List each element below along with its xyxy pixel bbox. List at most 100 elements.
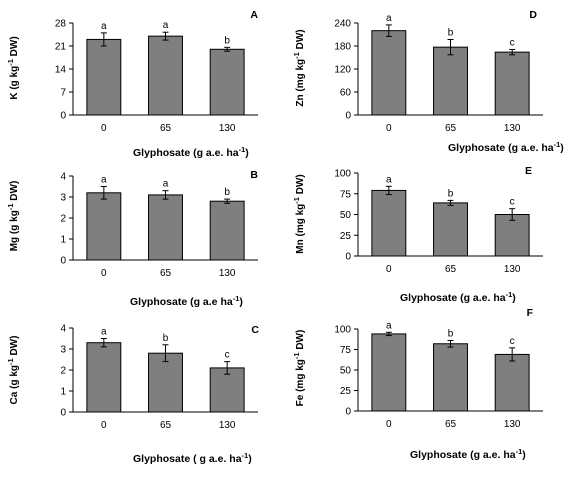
x-tick-label: 65 — [160, 420, 172, 431]
y-tick-label: 7 — [60, 88, 66, 99]
y-tick-label: 0 — [60, 111, 66, 122]
x-axis-title: Glyphosate (g a.e. ha-1) — [400, 290, 516, 304]
bar — [86, 38, 122, 116]
bar — [209, 48, 245, 116]
significance-letter: c — [510, 336, 515, 347]
y-tick-label: 3 — [60, 193, 66, 204]
x-tick-label: 65 — [445, 123, 457, 134]
y-tick-label: 21 — [55, 42, 67, 53]
x-axis-title: Glyphosate (g a.e. ha-1) — [448, 140, 564, 154]
significance-letter: a — [101, 327, 107, 338]
significance-letter: a — [386, 13, 392, 24]
y-axis-title: Fe (mg kg-1 DW) — [292, 330, 306, 407]
bar — [148, 194, 183, 261]
y-tick-label: 180 — [334, 42, 351, 53]
significance-letter: a — [386, 174, 392, 185]
x-tick-label: 0 — [386, 419, 392, 430]
bar — [433, 46, 468, 116]
chart-panel-f: 0 25 50 75 100 a 0 b 65 c 130 F Glyphosate (g a.e. h… — [292, 307, 543, 461]
y-tick-label: 1 — [60, 387, 66, 398]
y-tick-label: 120 — [334, 65, 351, 76]
x-tick-label: 65 — [445, 264, 457, 275]
x-tick-label: 130 — [219, 123, 236, 134]
bar — [494, 353, 530, 412]
y-tick-label: 50 — [340, 366, 352, 377]
bar — [148, 35, 183, 116]
y-tick-label: 0 — [60, 408, 66, 419]
significance-letter: a — [163, 179, 169, 190]
panel-label: A — [250, 9, 258, 21]
y-tick-label: 4 — [60, 324, 66, 335]
y-tick-label: 25 — [340, 231, 352, 242]
y-tick-label: 3 — [60, 345, 66, 356]
significance-letter: c — [510, 37, 515, 48]
bar — [371, 333, 407, 412]
y-tick-label: 100 — [334, 169, 351, 180]
chart-panel-e: 0 25 50 75 100 a 0 b 65 c 130 E Glyphosate (g a.e. h… — [292, 165, 543, 304]
significance-letter: b — [448, 328, 454, 339]
y-tick-label: 100 — [334, 325, 351, 336]
x-axis-title: Glyphosate (g a.e. ha-1) — [133, 145, 249, 159]
significance-letter: c — [510, 197, 515, 208]
x-tick-label: 0 — [386, 264, 392, 275]
bar — [86, 192, 122, 261]
y-tick-label: 75 — [340, 345, 352, 356]
y-axis-title: Ca (g kg-1 DW) — [6, 336, 20, 405]
x-tick-label: 0 — [101, 420, 107, 431]
y-tick-label: 0 — [60, 256, 66, 267]
significance-letter: a — [101, 21, 107, 32]
y-tick-label: 75 — [340, 189, 352, 200]
significance-letter: b — [448, 27, 454, 38]
panel-label: D — [529, 9, 537, 21]
bar — [371, 189, 407, 257]
bar — [371, 30, 407, 116]
x-tick-label: 130 — [219, 420, 236, 431]
significance-letter: b — [224, 35, 230, 46]
chart-panel-a: 0 7 14 21 28 a 0 a 65 b 130 A Glyphosate (g a.e. ha-… — [6, 9, 258, 159]
y-axis-title: Mn (mg kg-1 DW) — [292, 174, 306, 253]
y-tick-label: 1 — [60, 235, 66, 246]
significance-letter: c — [225, 350, 230, 361]
y-axis-title: K (g kg-1 DW) — [6, 36, 20, 99]
x-tick-label: 130 — [219, 268, 236, 279]
x-tick-label: 130 — [504, 419, 521, 430]
y-tick-label: 14 — [55, 65, 67, 76]
y-tick-label: 0 — [345, 407, 351, 418]
y-tick-label: 2 — [60, 214, 66, 225]
x-tick-label: 130 — [504, 123, 521, 134]
x-tick-label: 0 — [386, 123, 392, 134]
x-axis-title: Glyphosate (g a.e ha-1) — [130, 294, 243, 308]
x-tick-label: 0 — [101, 268, 107, 279]
panel-label: B — [250, 169, 258, 181]
panel-label: C — [251, 324, 259, 336]
significance-letter: b — [224, 187, 230, 198]
y-tick-label: 50 — [340, 210, 352, 221]
significance-letter: a — [101, 175, 107, 186]
bar — [209, 367, 245, 413]
y-tick-label: 60 — [340, 88, 352, 99]
chart-panel-b: 0 1 2 3 4 a 0 a 65 b 130 B Glyphosate (g a.e ha-1) Mg… — [6, 169, 258, 308]
panel-label: E — [525, 165, 532, 177]
panel-label: F — [527, 307, 534, 319]
y-tick-label: 28 — [55, 19, 67, 30]
x-tick-label: 65 — [160, 123, 172, 134]
x-tick-label: 0 — [101, 123, 107, 134]
x-axis-title: Glyphosate (g a.e. ha-1) — [410, 447, 526, 461]
significance-letter: a — [386, 320, 392, 331]
x-tick-label: 65 — [445, 419, 457, 430]
chart-panel-c: 0 1 2 3 4 a 0 b 65 c 130 C Glyphosate ( g a.e. ha-1)… — [6, 324, 259, 466]
significance-letter: b — [448, 188, 454, 199]
y-tick-label: 0 — [345, 252, 351, 263]
bar — [433, 343, 468, 412]
x-tick-label: 65 — [160, 268, 172, 279]
x-tick-label: 130 — [504, 264, 521, 275]
significance-letter: b — [163, 333, 169, 344]
bar — [209, 200, 245, 261]
x-axis-title: Glyphosate ( g a.e. ha-1) — [133, 451, 252, 465]
significance-letter: a — [163, 20, 169, 31]
bar — [86, 342, 122, 413]
y-axis-title: Zn (mg kg-1 DW) — [292, 29, 306, 106]
y-tick-label: 240 — [334, 19, 351, 30]
bar — [494, 51, 530, 116]
